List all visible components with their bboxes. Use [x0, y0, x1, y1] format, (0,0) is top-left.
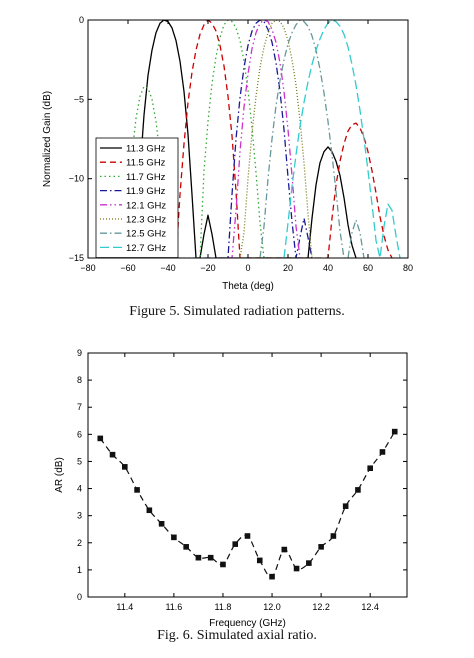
fig6-data-point-6: [171, 534, 177, 541]
fig6-data-point-23: [379, 449, 386, 455]
fig5-series-line-3: [204, 20, 313, 258]
fig6-y-axis-label: AR (dB): [54, 457, 65, 493]
fig5-x-tick-label-3: −20: [200, 263, 215, 273]
fig6-y-tick-label-6: 6: [77, 429, 82, 439]
fig5-series-line-1: [175, 20, 393, 258]
fig5-legend-label-5: 12.3 GHz: [126, 215, 166, 226]
fig5-plot-area: [123, 20, 401, 258]
fig6-data-point-12: [244, 533, 251, 539]
fig6-y-tick-label-1: 1: [77, 565, 82, 575]
figure5-caption: Figure 5. Simulated radiation patterns.: [129, 304, 345, 319]
fig6-data-point-2: [122, 464, 128, 470]
fig6-data-point-16: [293, 565, 300, 572]
fig6-data-point-5: [158, 521, 165, 527]
fig5-series-line-2: [123, 20, 276, 258]
fig6-x-tick-label-3: 12.0: [263, 602, 281, 612]
fig6-y-tick-label-4: 4: [77, 484, 82, 494]
fig5-y-tick-label-0: −15: [69, 253, 84, 263]
fig5-y-tick-label-2: −5: [74, 94, 84, 104]
fig6-x-tick-label-1: 11.6: [165, 602, 182, 612]
fig6-data-point-1: [109, 451, 116, 458]
fig5-series-line-6: [259, 20, 365, 258]
fig5-legend-label-4: 12.1 GHz: [126, 200, 166, 211]
fig5-series-line-7: [283, 20, 401, 258]
fig5-legend-label-6: 12.5 GHz: [126, 229, 166, 240]
fig5-legend-label-3: 11.9 GHz: [126, 186, 166, 197]
fig6-x-tick-label-4: 12.2: [312, 602, 330, 612]
fig6-data-point-14: [269, 573, 275, 580]
fig6-y-tick-label-2: 2: [77, 538, 82, 548]
fig6-x-tick-label-0: 11.4: [116, 602, 133, 612]
fig6-y-tick-label-5: 5: [77, 456, 82, 466]
fig6-data-point-8: [195, 554, 202, 561]
fig6-data-point-9: [207, 554, 214, 561]
fig6-data-point-11: [232, 541, 239, 547]
fig5-x-tick-label-7: 60: [363, 263, 373, 273]
fig5-x-tick-label-4: 0: [245, 263, 250, 273]
fig6-data-point-13: [256, 557, 263, 564]
fig5-x-tick-label-5: 20: [283, 263, 293, 273]
fig5-legend-label-0: 11.3 GHz: [126, 144, 166, 155]
fig5-legend-label-1: 11.5 GHz: [126, 158, 166, 169]
fig6-y-tick-label-3: 3: [77, 511, 82, 521]
fig6-data-point-18: [318, 544, 324, 550]
fig5-x-tick-label-2: −40: [160, 263, 175, 273]
fig6-y-tick-label-7: 7: [77, 402, 82, 412]
fig6-data-point-21: [355, 487, 361, 493]
fig5-series-line-0: [135, 20, 357, 258]
fig5-legend-label-7: 12.7 GHz: [126, 243, 166, 254]
figure6-caption: Fig. 6. Simulated axial ratio.: [157, 628, 317, 643]
fig6-x-tick-label-2: 11.8: [215, 602, 232, 612]
fig5-legend-label-2: 11.7 GHz: [126, 172, 166, 183]
fig5-y-axis-label: Normalized Gain (dB): [42, 91, 53, 187]
fig6-y-tick-label-9: 9: [77, 348, 82, 358]
fig5-x-axis-label: Theta (deg): [222, 281, 274, 292]
fig5-legend: [95, 137, 179, 258]
fig6-data-point-15: [281, 546, 288, 553]
fig5-series-line-4: [228, 20, 304, 258]
fig6-x-tick-label-5: 12.4: [361, 602, 379, 612]
fig6-data-point-24: [391, 428, 398, 435]
fig6-data-point-4: [146, 507, 153, 514]
fig6-plot-frame: [87, 352, 408, 598]
fig6-data-point-17: [306, 560, 312, 566]
fig5-x-tick-label-1: −60: [120, 263, 135, 273]
fig6-data-point-0: [97, 435, 104, 442]
fig6-data-point-22: [367, 465, 373, 472]
fig5-x-tick-label-0: −80: [80, 263, 95, 273]
fig5-series-line-5: [239, 20, 316, 258]
fig5-x-tick-label-6: 40: [323, 263, 333, 273]
fig6-y-tick-label-8: 8: [77, 375, 82, 385]
fig6-y-tick-label-0: 0: [77, 592, 82, 602]
fig6-data-point-19: [330, 533, 337, 539]
fig6-data-point-7: [183, 544, 189, 550]
fig5-y-tick-label-1: −10: [69, 174, 84, 184]
fig6-x-axis-label: Frequency (GHz): [209, 618, 286, 629]
fig5-y-tick-label-3: 0: [79, 15, 84, 25]
fig6-series-line: [99, 431, 396, 578]
fig5-x-tick-label-8: 80: [403, 263, 413, 273]
fig6-data-point-20: [342, 503, 349, 509]
fig6-data-point-10: [220, 561, 226, 568]
fig6-data-point-3: [134, 487, 140, 493]
